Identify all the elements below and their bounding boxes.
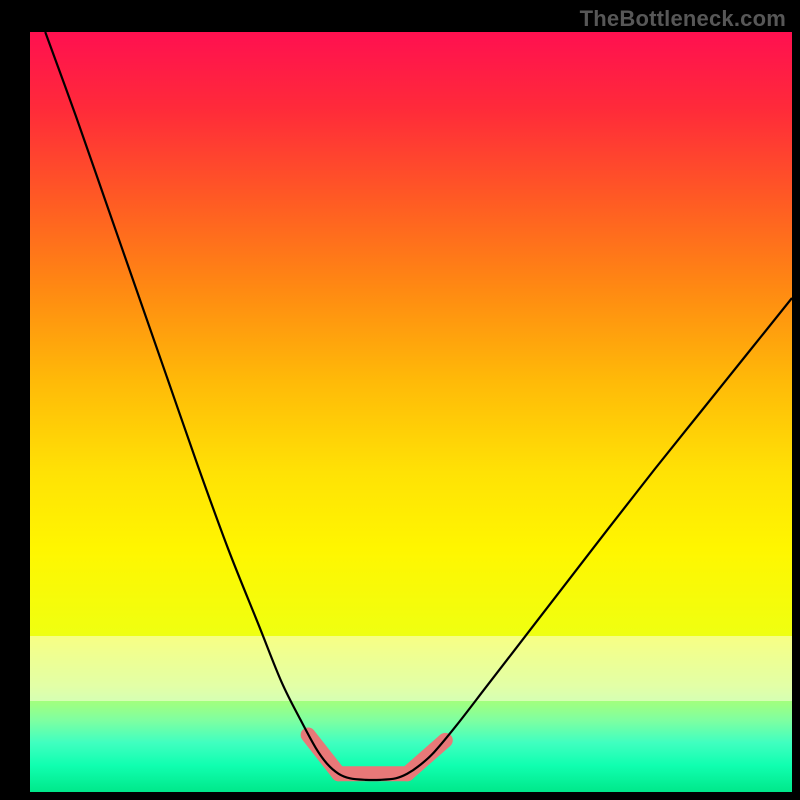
pale-band (30, 636, 792, 701)
chart-container: TheBottleneck.com (0, 0, 800, 800)
watermark-text: TheBottleneck.com (580, 6, 786, 32)
plot-area (30, 32, 792, 792)
